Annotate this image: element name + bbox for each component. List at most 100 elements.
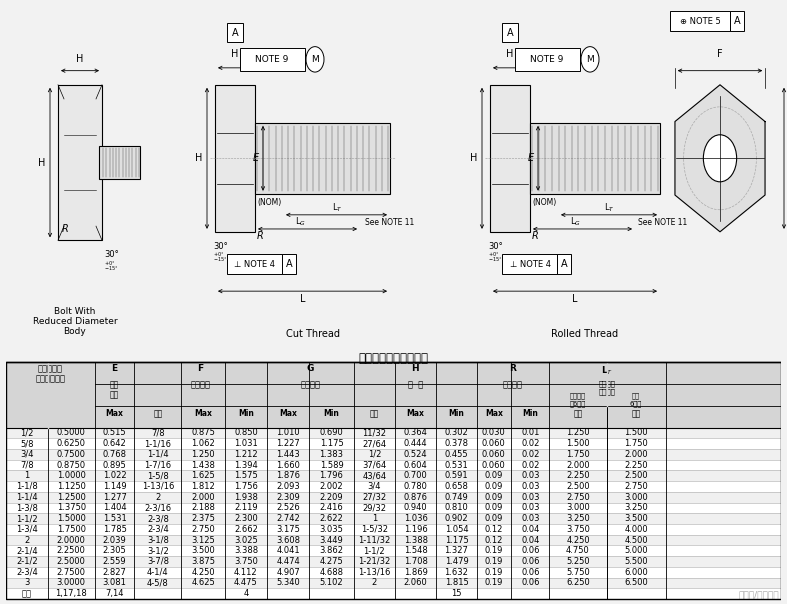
Text: 0.030: 0.030 <box>482 428 506 437</box>
Text: 2-1/2: 2-1/2 <box>17 557 38 566</box>
Text: 0.02: 0.02 <box>521 439 539 448</box>
Text: H: H <box>471 153 478 163</box>
Text: 0.690: 0.690 <box>320 428 343 437</box>
Text: 0.09: 0.09 <box>485 514 503 523</box>
Text: 5.102: 5.102 <box>320 579 343 588</box>
Bar <box>227 22 243 42</box>
Text: 1.625: 1.625 <box>191 471 215 480</box>
Text: L$_T$: L$_T$ <box>604 202 615 214</box>
Text: 3.862: 3.862 <box>320 546 343 555</box>
Bar <box>557 254 571 274</box>
Text: 2.416: 2.416 <box>320 503 343 512</box>
Text: 2: 2 <box>371 579 377 588</box>
Text: 0.6250: 0.6250 <box>57 439 86 448</box>
Text: 1.277: 1.277 <box>102 493 127 502</box>
Text: 0.06: 0.06 <box>521 546 540 555</box>
Text: $^{+0°}_{-15°}$: $^{+0°}_{-15°}$ <box>213 251 227 264</box>
Text: 29/32: 29/32 <box>362 503 386 512</box>
Text: L$_G$: L$_G$ <box>295 216 306 228</box>
Text: 0.604: 0.604 <box>404 460 427 469</box>
Text: 15: 15 <box>451 589 462 598</box>
Text: 1.5000: 1.5000 <box>57 514 86 523</box>
Text: 1-13/16: 1-13/16 <box>358 568 390 577</box>
Text: 1.708: 1.708 <box>404 557 427 566</box>
Text: 0.749: 0.749 <box>445 493 468 502</box>
Text: H: H <box>39 158 46 167</box>
Text: 1.2500: 1.2500 <box>57 493 86 502</box>
Text: 3.175: 3.175 <box>276 525 300 534</box>
Text: 1.394: 1.394 <box>234 460 258 469</box>
Text: 头条号/工品一号: 头条号/工品一号 <box>738 590 778 599</box>
Text: 2.742: 2.742 <box>276 514 300 523</box>
Bar <box>99 146 140 179</box>
Bar <box>6 481 781 492</box>
Circle shape <box>581 47 599 72</box>
Text: Min: Min <box>449 409 464 418</box>
Text: G: G <box>307 364 314 373</box>
Text: A: A <box>560 259 567 269</box>
Text: 2.526: 2.526 <box>276 503 300 512</box>
Polygon shape <box>675 85 765 232</box>
Bar <box>6 503 781 513</box>
Text: 1.589: 1.589 <box>320 460 343 469</box>
Text: F: F <box>717 48 722 59</box>
Bar <box>6 439 781 449</box>
Bar <box>240 48 305 71</box>
Text: 0.642: 0.642 <box>102 439 127 448</box>
Text: 1/2: 1/2 <box>20 428 34 437</box>
Text: 2.827: 2.827 <box>102 568 127 577</box>
Text: 0.658: 0.658 <box>445 482 468 491</box>
Text: 2.060: 2.060 <box>404 579 427 588</box>
Bar <box>6 588 781 599</box>
Text: 0.19: 0.19 <box>485 579 503 588</box>
Bar <box>670 11 730 31</box>
Text: 3.608: 3.608 <box>276 536 300 545</box>
Text: See NOTE 11: See NOTE 11 <box>638 217 687 226</box>
Text: 1/2: 1/2 <box>368 450 381 459</box>
Text: 3.500: 3.500 <box>624 514 648 523</box>
Text: 0.19: 0.19 <box>485 557 503 566</box>
Text: 5.000: 5.000 <box>624 546 648 555</box>
Text: 2.5000: 2.5000 <box>57 557 86 566</box>
Text: 4.625: 4.625 <box>191 579 215 588</box>
Text: 0.515: 0.515 <box>103 428 127 437</box>
Text: 2.750: 2.750 <box>191 525 215 534</box>
Bar <box>490 85 530 232</box>
Text: 0.8750: 0.8750 <box>57 460 86 469</box>
Bar <box>227 254 282 274</box>
Bar <box>215 85 255 232</box>
Text: 3.081: 3.081 <box>102 579 127 588</box>
Text: 对角宽度: 对角宽度 <box>301 381 320 390</box>
Text: See NOTE 11: See NOTE 11 <box>365 217 414 226</box>
Text: 5.340: 5.340 <box>276 579 300 588</box>
Text: E: E <box>528 153 534 163</box>
Bar <box>6 567 781 577</box>
Text: 1-1/16: 1-1/16 <box>144 439 172 448</box>
Text: 37/64: 37/64 <box>362 460 386 469</box>
Text: 1-1/4: 1-1/4 <box>17 493 38 502</box>
Text: 1.175: 1.175 <box>320 439 343 448</box>
Text: 1.815: 1.815 <box>445 579 468 588</box>
Text: 0.444: 0.444 <box>404 439 427 448</box>
Text: 2.119: 2.119 <box>234 503 257 512</box>
Text: 1.1250: 1.1250 <box>57 482 86 491</box>
Text: 1.750: 1.750 <box>566 450 590 459</box>
Text: 0.780: 0.780 <box>404 482 427 491</box>
Text: $^{+0°}_{-15°}$: $^{+0°}_{-15°}$ <box>104 259 118 272</box>
Text: 0.060: 0.060 <box>482 450 506 459</box>
Text: 0.12: 0.12 <box>485 525 503 534</box>
Text: 2.7500: 2.7500 <box>57 568 86 577</box>
Text: 3.500: 3.500 <box>191 546 215 555</box>
Text: 0.01: 0.01 <box>521 428 539 437</box>
Text: 1.750: 1.750 <box>624 439 648 448</box>
Text: 2.093: 2.093 <box>276 482 300 491</box>
Bar <box>6 556 781 567</box>
Text: 4.474: 4.474 <box>276 557 300 566</box>
Text: 3.449: 3.449 <box>320 536 343 545</box>
Text: 7,14: 7,14 <box>105 589 124 598</box>
Text: 1-13/16: 1-13/16 <box>142 482 174 491</box>
Text: 见注: 见注 <box>22 589 32 598</box>
Bar <box>282 254 296 274</box>
Text: 3.125: 3.125 <box>191 536 215 545</box>
Text: 1.3750: 1.3750 <box>57 503 86 512</box>
